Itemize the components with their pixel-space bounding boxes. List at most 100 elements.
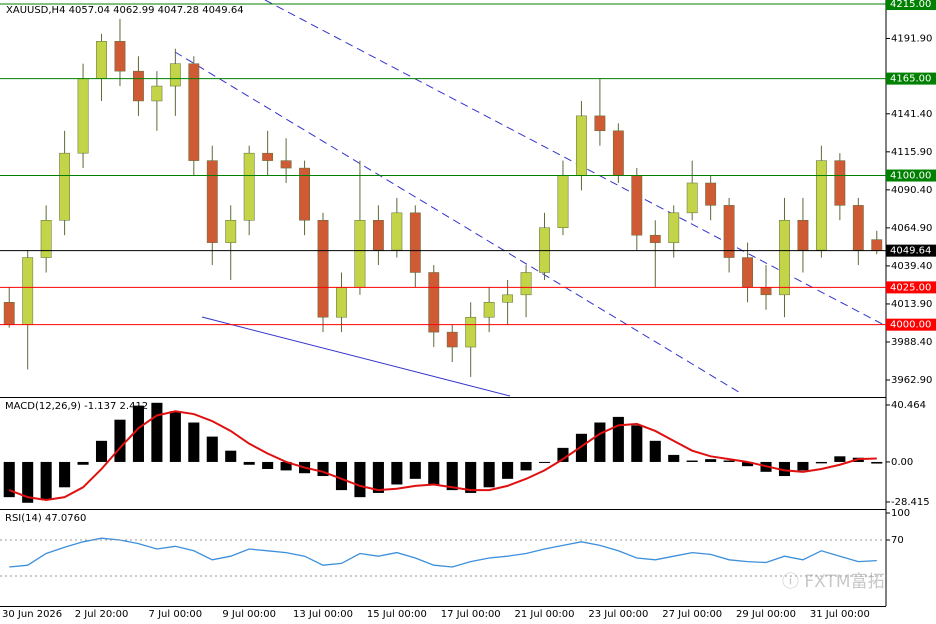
candle-body [243,152,255,221]
candle-body [686,182,698,214]
x-tick-label: 27 Jul 00:00 [662,609,722,620]
candle-body [225,220,237,243]
candle-body [428,272,440,333]
macd-bar [686,460,698,462]
macd-bar [797,461,809,471]
candle-body [631,175,643,236]
candle-body [483,302,495,318]
macd-bar [668,454,680,462]
x-tick-label: 13 Jul 00:00 [293,609,353,620]
candle-body [114,41,126,72]
level-label: 4165.00 [890,74,931,85]
macd-bar [649,440,661,462]
candle-body [723,205,735,258]
candle-body [22,257,34,325]
macd-bar [280,461,292,471]
candle-body [649,234,661,243]
candle-body [354,220,366,288]
candle-body [557,175,569,228]
macd-bar [502,461,514,479]
candle-body [262,152,274,161]
y-tick-label: 4115.90 [891,147,932,158]
candle-body [151,85,163,102]
macd-bar [705,459,717,462]
y-tick-label: 100 [891,508,910,519]
level-label: 4215.00 [890,0,931,10]
candle-body [779,220,790,296]
macd-bar [243,461,255,465]
candle-body [760,287,772,296]
candle-body [3,302,15,325]
candle-body [576,115,587,176]
macd-bar [428,461,440,485]
macd-title: MACD(12,26,9) -1.137 2.412 [5,401,148,412]
trend-line [174,51,743,395]
candle-body [391,212,403,251]
macd-bar [612,416,624,462]
macd-bar [391,461,403,485]
macd-bar [815,461,827,464]
candle-body [871,239,883,251]
level-label: 4100.00 [890,171,931,182]
macd-bar [372,461,384,493]
x-tick-label: 21 Jul 00:00 [515,609,575,620]
macd-bar [446,461,458,491]
candle-body [409,212,421,273]
macd-bar [132,405,144,462]
candle-body [96,41,107,79]
x-tick-label: 31 Jul 00:00 [810,609,870,620]
y-tick-label: 4064.90 [891,223,932,234]
macd-bar [317,461,329,477]
level-label: 4000.00 [890,320,931,331]
macd-bar [3,461,15,498]
macd-bar [778,461,791,477]
macd-bar [538,461,551,463]
macd-bar [95,440,108,462]
macd-bar [114,419,126,462]
macd-bar [575,433,587,462]
chart-title: XAUUSD,H4 4057.04 4062.99 4047.28 4049.6… [6,5,244,16]
candle-body [446,331,458,348]
y-tick-label: 40.464 [891,400,926,411]
macd-bar [77,461,89,465]
macd-bar [40,461,52,500]
candle-body [520,272,532,296]
y-tick-label: 70 [891,535,904,546]
candle-body [815,160,827,251]
x-tick-label: 7 Jul 00:00 [149,609,203,620]
x-tick-label: 29 Jul 00:00 [736,609,796,620]
candle-body [668,212,680,243]
candle-body [280,160,292,169]
candle-body [502,294,514,303]
x-tick-label: 2 Jul 20:00 [75,609,129,620]
macd-bar [557,447,569,462]
macd-bar [188,422,200,462]
candle-body [612,130,624,176]
level-label-box [886,244,936,257]
candle-body [206,160,218,243]
signal-line [8,410,877,501]
macd-bar [723,460,735,462]
macd-bar [834,456,846,462]
macd-bar [742,461,754,467]
macd-bar [206,436,218,462]
x-tick-label: 30 Jun 2026 [2,609,62,620]
candle-body [169,63,181,87]
macd-bar [225,450,237,462]
candle-body [465,316,477,348]
rsi-title: RSI(14) 47.0760 [5,513,86,524]
macd-bar [59,461,71,488]
x-tick-label: 17 Jul 00:00 [441,609,501,620]
level-label-box [886,169,936,182]
candle-body [539,227,550,273]
candle-body [299,167,310,221]
level-label-box [886,281,936,294]
macd-bar [169,411,181,462]
macd-bar [631,425,643,462]
level-label-box [886,318,936,331]
level-label-box [886,72,936,85]
candle-body [188,63,200,161]
candle-body [77,78,89,154]
